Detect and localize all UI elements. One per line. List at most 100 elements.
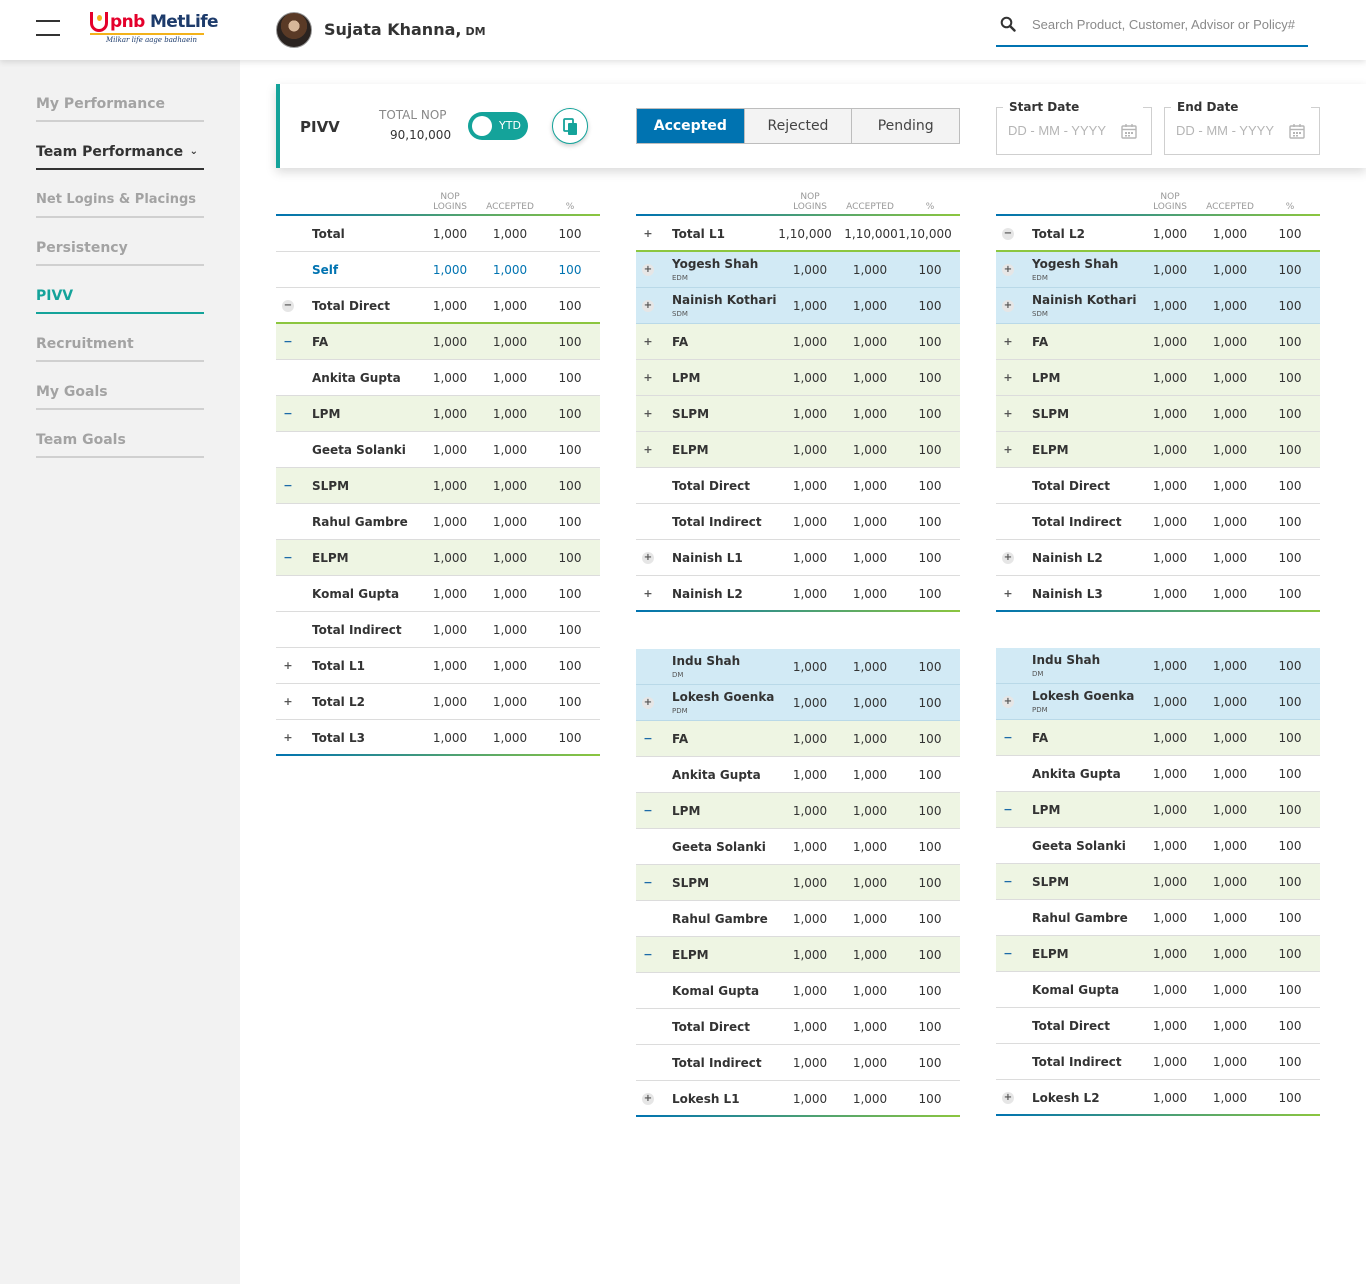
collapse-minus-icon[interactable]: − [282,300,294,312]
expand-plus-icon[interactable]: + [643,443,653,456]
table-row[interactable]: + Lokesh L1 1,000 1,000 100 [636,1081,960,1117]
expand-plus-icon[interactable]: + [643,227,653,240]
table-row[interactable]: + Nainish L1 1,000 1,000 100 [636,540,960,576]
table-row[interactable]: Indu Shah DM 1,000 1,000 100 [636,649,960,685]
table-row[interactable]: + Yogesh Shah EDM 1,000 1,000 100 [996,252,1320,288]
table-row[interactable]: + Total L1 1,10,000 1,10,000 1,10,000 [636,216,960,252]
table-row[interactable]: + Nainish L3 1,000 1,000 100 [996,576,1320,612]
expand-plus-icon[interactable]: + [1003,443,1013,456]
expand-plus-icon[interactable]: + [642,697,654,709]
table-row[interactable]: − ELPM 1,000 1,000 100 [636,937,960,973]
table-row[interactable]: + Total L2 1,000 1,000 100 [276,684,600,720]
expand-plus-icon[interactable]: + [643,407,653,420]
collapse-minus-icon[interactable]: − [1003,731,1013,744]
calendar-icon[interactable] [1121,123,1137,139]
table-row[interactable]: + SLPM 1,000 1,000 100 [996,396,1320,432]
table-row[interactable]: Rahul Gambre 1,000 1,000 100 [276,504,600,540]
table-row[interactable]: + Nainish L2 1,000 1,000 100 [636,576,960,612]
collapse-minus-icon[interactable]: − [643,804,653,817]
table-row[interactable]: + ELPM 1,000 1,000 100 [636,432,960,468]
collapse-minus-icon[interactable]: − [1003,803,1013,816]
calendar-icon[interactable] [1289,123,1305,139]
table-row[interactable]: + Nainish L2 1,000 1,000 100 [996,540,1320,576]
expand-plus-icon[interactable]: + [1002,1092,1014,1104]
table-row[interactable]: Total Direct 1,000 1,000 100 [996,468,1320,504]
ytd-toggle[interactable]: YTD [468,112,528,140]
end-date-field[interactable]: End Date [1164,100,1320,155]
table-row[interactable]: − SLPM 1,000 1,000 100 [996,864,1320,900]
table-row[interactable]: Komal Gupta 1,000 1,000 100 [276,576,600,612]
table-row[interactable]: + Lokesh Goenka PDM 1,000 1,000 100 [996,684,1320,720]
tab-accepted[interactable]: Accepted [637,109,745,143]
table-row[interactable]: − LPM 1,000 1,000 100 [636,793,960,829]
sidebar-item-persistency[interactable]: Persistency [36,240,204,266]
table-row[interactable]: Indu Shah DM 1,000 1,000 100 [996,648,1320,684]
tab-rejected[interactable]: Rejected [744,109,853,143]
start-date-input[interactable] [1008,123,1118,138]
expand-plus-icon[interactable]: + [1003,371,1013,384]
table-row[interactable]: Total Indirect 1,000 1,000 100 [996,1044,1320,1080]
expand-plus-icon[interactable]: + [642,300,654,312]
expand-plus-icon[interactable]: + [642,552,654,564]
start-date-field[interactable]: Start Date [996,100,1152,155]
search-icon[interactable] [1000,16,1016,32]
expand-plus-icon[interactable]: + [643,587,653,600]
table-row[interactable]: Rahul Gambre 1,000 1,000 100 [636,901,960,937]
collapse-minus-icon[interactable]: − [283,407,293,420]
table-row[interactable]: − LPM 1,000 1,000 100 [276,396,600,432]
collapse-minus-icon[interactable]: − [283,335,293,348]
table-row[interactable]: − Total L2 1,000 1,000 100 [996,216,1320,252]
table-row[interactable]: Komal Gupta 1,000 1,000 100 [996,972,1320,1008]
table-row[interactable]: Komal Gupta 1,000 1,000 100 [636,973,960,1009]
table-row[interactable]: − FA 1,000 1,000 100 [276,324,600,360]
expand-plus-icon[interactable]: + [1002,264,1014,276]
table-row[interactable]: Ankita Gupta 1,000 1,000 100 [996,756,1320,792]
hamburger-menu-icon[interactable] [36,18,60,38]
table-row[interactable]: Self 1,000 1,000 100 [276,252,600,288]
table-row[interactable]: Rahul Gambre 1,000 1,000 100 [996,900,1320,936]
table-row[interactable]: + LPM 1,000 1,000 100 [996,360,1320,396]
tab-pending[interactable]: Pending [852,109,960,143]
table-row[interactable]: − ELPM 1,000 1,000 100 [276,540,600,576]
expand-plus-icon[interactable]: + [643,371,653,384]
expand-plus-icon[interactable]: + [642,264,654,276]
expand-plus-icon[interactable]: + [283,659,293,672]
sidebar-item-my-performance[interactable]: My Performance [36,96,204,122]
expand-plus-icon[interactable]: + [283,695,293,708]
table-row[interactable]: + Nainish Kothari SDM 1,000 1,000 100 [996,288,1320,324]
sidebar-item-pivv[interactable]: PIVV [36,288,204,314]
table-row[interactable]: Geeta Solanki 1,000 1,000 100 [276,432,600,468]
table-row[interactable]: − SLPM 1,000 1,000 100 [636,865,960,901]
sidebar-item-team-goals[interactable]: Team Goals [36,432,204,458]
table-row[interactable]: Total Direct 1,000 1,000 100 [996,1008,1320,1044]
collapse-minus-icon[interactable]: − [283,479,293,492]
table-row[interactable]: + Total L1 1,000 1,000 100 [276,648,600,684]
table-row[interactable]: + Lokesh Goenka PDM 1,000 1,000 100 [636,685,960,721]
collapse-minus-icon[interactable]: − [283,551,293,564]
table-row[interactable]: + Nainish Kothari SDM 1,000 1,000 100 [636,288,960,324]
expand-plus-icon[interactable]: + [642,1093,654,1105]
table-row[interactable]: − FA 1,000 1,000 100 [996,720,1320,756]
avatar[interactable] [276,12,312,48]
expand-plus-icon[interactable]: + [1002,552,1014,564]
sidebar-item-net-logins-placings[interactable]: Net Logins & Placings [36,192,204,218]
collapse-minus-icon[interactable]: − [1003,947,1013,960]
collapse-minus-icon[interactable]: − [643,948,653,961]
table-row[interactable]: − LPM 1,000 1,000 100 [996,792,1320,828]
table-row[interactable]: Total Indirect 1,000 1,000 100 [636,504,960,540]
sidebar-item-team-performance[interactable]: Team Performance ⌄ [36,144,204,170]
table-row[interactable]: + SLPM 1,000 1,000 100 [636,396,960,432]
table-row[interactable]: Geeta Solanki 1,000 1,000 100 [636,829,960,865]
table-row[interactable]: + LPM 1,000 1,000 100 [636,360,960,396]
table-row[interactable]: Total Indirect 1,000 1,000 100 [636,1045,960,1081]
copy-button[interactable] [552,108,588,144]
table-row[interactable]: + ELPM 1,000 1,000 100 [996,432,1320,468]
end-date-input[interactable] [1176,123,1286,138]
expand-plus-icon[interactable]: + [1003,407,1013,420]
search-input[interactable] [1032,17,1302,32]
table-row[interactable]: + Total L3 1,000 1,000 100 [276,720,600,756]
expand-plus-icon[interactable]: + [1003,335,1013,348]
collapse-minus-icon[interactable]: − [643,732,653,745]
table-row[interactable]: + Yogesh Shah EDM 1,000 1,000 100 [636,252,960,288]
expand-plus-icon[interactable]: + [1003,587,1013,600]
